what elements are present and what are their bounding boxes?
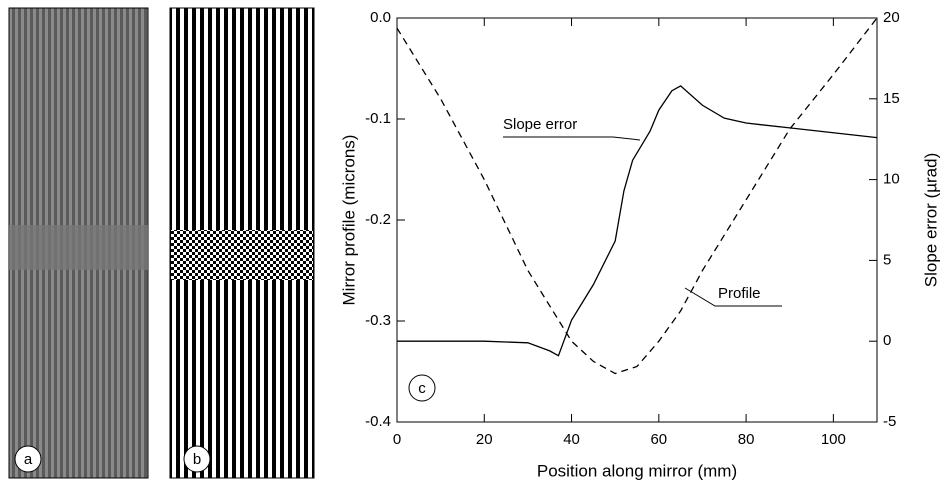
y2-axis-label: Slope error (µrad) bbox=[921, 153, 940, 288]
leader-line bbox=[503, 136, 641, 141]
y2-tick-label: -5 bbox=[883, 413, 896, 430]
annotation: Profile bbox=[718, 285, 761, 302]
x-tick-label: 40 bbox=[563, 431, 580, 448]
y-axis-label: Mirror profile (microns) bbox=[339, 135, 358, 306]
panel-b-band bbox=[171, 230, 313, 280]
y2-tick-label: 5 bbox=[883, 251, 891, 268]
panel-label: a bbox=[24, 451, 33, 468]
y-tick-label: -0.1 bbox=[365, 110, 391, 127]
x-tick-label: 60 bbox=[650, 431, 667, 448]
annotation-circle bbox=[408, 374, 436, 402]
x-tick-label: 80 bbox=[738, 431, 755, 448]
panel-a-band bbox=[9, 225, 148, 270]
chart: 0 20 40 60 80 100 -0.4 -0.3 -0.2 -0.1 0.0 -5 0 5 10 15 2… bbox=[339, 9, 940, 481]
panel-label-circle bbox=[183, 445, 211, 473]
panel-label-circle bbox=[14, 445, 42, 473]
x-axis-label: Position along mirror (mm) bbox=[537, 461, 737, 480]
series-line bbox=[397, 85, 878, 357]
x-tick-label: 100 bbox=[821, 431, 846, 448]
y-tick-label: -0.3 bbox=[365, 312, 391, 329]
y2-tick-label: 0 bbox=[883, 332, 891, 349]
leader-line bbox=[684, 287, 782, 307]
x-tick-label: 20 bbox=[476, 431, 493, 448]
annotation: Slope error bbox=[503, 116, 577, 133]
panel-label: b bbox=[193, 451, 201, 468]
y2-tick-label: 15 bbox=[883, 90, 900, 107]
y2-tick-label: 20 bbox=[883, 9, 900, 26]
y-tick-label: -0.4 bbox=[365, 413, 391, 430]
y2-tick-label: 10 bbox=[883, 171, 900, 188]
x-tick-label: 0 bbox=[393, 431, 401, 448]
plot-frame bbox=[396, 17, 878, 423]
y-tick-label: 0.0 bbox=[370, 9, 391, 26]
y-tick-label: -0.2 bbox=[365, 211, 391, 228]
annotation: c bbox=[418, 380, 426, 397]
series-line bbox=[396, 17, 878, 375]
